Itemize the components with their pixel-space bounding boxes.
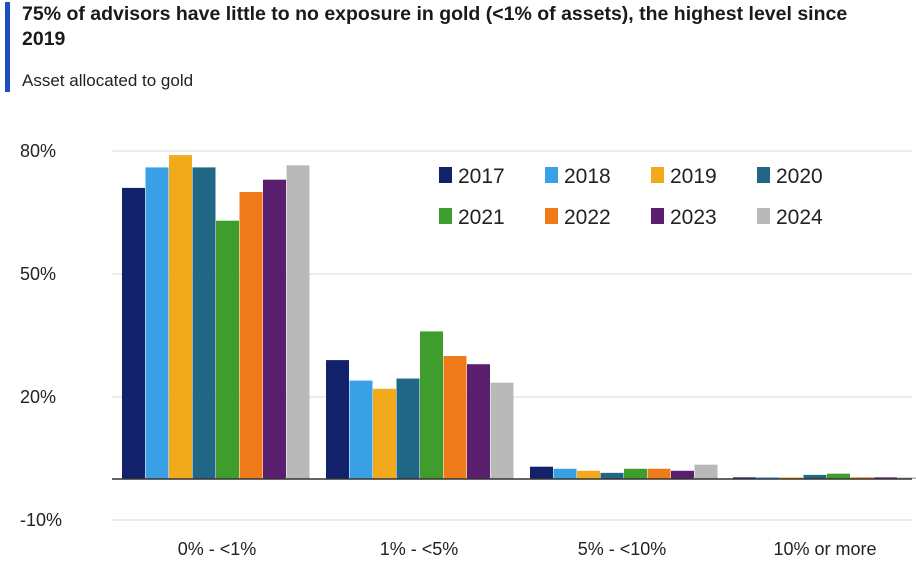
- bar-2022-3: [647, 468, 671, 479]
- chart-subtitle: Asset allocated to gold: [22, 71, 194, 90]
- legend-label-2024: 2024: [776, 206, 823, 229]
- bar-2022-4: [850, 477, 874, 479]
- bar-2024-1: [286, 165, 310, 479]
- bar-2021-4: [827, 473, 850, 479]
- bar-2023-4: [874, 477, 897, 479]
- legend-swatch-2020: [757, 167, 770, 183]
- bar-2017-3: [530, 466, 553, 479]
- bar-2017-4: [733, 477, 756, 479]
- bar-2023-1: [263, 179, 286, 479]
- bar-2024-3: [694, 464, 718, 479]
- bar-2019-4: [780, 477, 803, 479]
- legend-label-2021: 2021: [458, 206, 505, 229]
- legend-swatch-2018: [545, 167, 558, 183]
- legend-swatch-2017: [439, 167, 452, 183]
- legend-swatch-2024: [757, 208, 770, 224]
- legend-label-2019: 2019: [670, 165, 717, 188]
- bar-2020-1: [192, 167, 216, 479]
- bar-2020-2: [396, 378, 420, 479]
- category-label: 0% - <1%: [178, 539, 257, 559]
- bar-2023-2: [467, 364, 490, 479]
- y-tick-label: 20%: [20, 387, 56, 407]
- legend-swatch-2019: [651, 167, 664, 183]
- bar-2024-2: [490, 382, 514, 479]
- y-tick-label: 50%: [20, 264, 56, 284]
- bar-2023-3: [671, 470, 694, 479]
- bar-2017-2: [326, 360, 349, 479]
- bar-2018-4: [756, 477, 780, 479]
- bar-2019-2: [373, 388, 396, 479]
- category-label: 5% - <10%: [578, 539, 667, 559]
- y-tick-label: 80%: [20, 141, 56, 161]
- bar-2021-1: [216, 220, 239, 479]
- legend-label-2020: 2020: [776, 165, 823, 188]
- legend-label-2017: 2017: [458, 165, 505, 188]
- bar-2019-3: [577, 470, 600, 479]
- bar-2024-4: [897, 477, 916, 479]
- title-accent-bar: [5, 2, 10, 92]
- y-tick-label: -10%: [20, 510, 62, 530]
- bar-2017-1: [122, 187, 145, 479]
- bar-2018-2: [349, 380, 373, 479]
- bar-2020-3: [600, 472, 624, 479]
- bar-2021-2: [420, 331, 443, 479]
- legend-swatch-2021: [439, 208, 452, 224]
- category-label: 10% or more: [773, 539, 876, 559]
- legend-label-2018: 2018: [564, 165, 611, 188]
- legend-label-2022: 2022: [564, 206, 611, 229]
- bar-2018-3: [553, 468, 577, 479]
- bar-2019-1: [169, 155, 192, 479]
- bar-2018-1: [145, 167, 169, 479]
- bar-2021-3: [624, 468, 647, 479]
- legend-swatch-2022: [545, 208, 558, 224]
- legend-swatch-2023: [651, 208, 664, 224]
- category-label: 1% - <5%: [380, 539, 459, 559]
- bar-2022-2: [443, 356, 467, 479]
- legend-label-2023: 2023: [670, 206, 717, 229]
- bar-2022-1: [239, 192, 263, 479]
- chart-title: 75% of advisors have little to no exposu…: [22, 3, 848, 50]
- bar-2020-4: [803, 474, 827, 479]
